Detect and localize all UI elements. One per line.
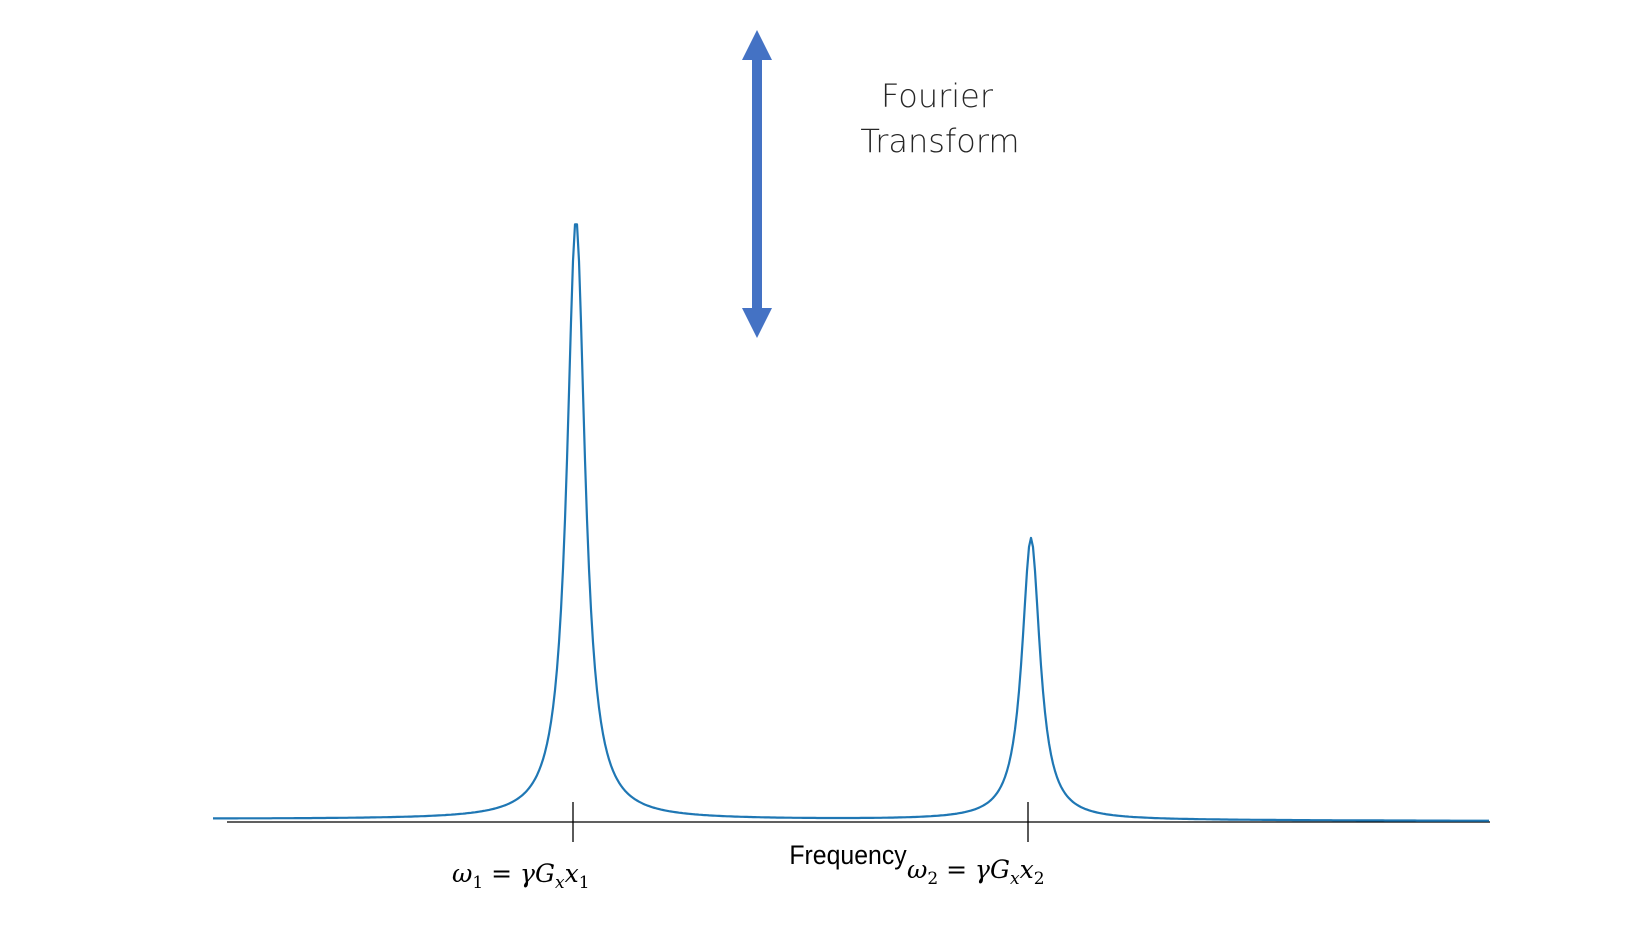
arrow-head-down [742,308,772,338]
fourier-double-arrow [742,30,772,338]
spectrum-curve [213,223,1489,822]
transform-label-line2: Transform [860,122,1019,160]
fourier-label-line1: Fourier [881,77,994,115]
arrow-head-up [742,30,772,60]
peak-2-label: ω2 = γGxx2 [907,855,1045,889]
peak-1-label: ω1 = γGxx1 [452,859,590,893]
frequency-axis-label: Frequency [789,841,906,870]
